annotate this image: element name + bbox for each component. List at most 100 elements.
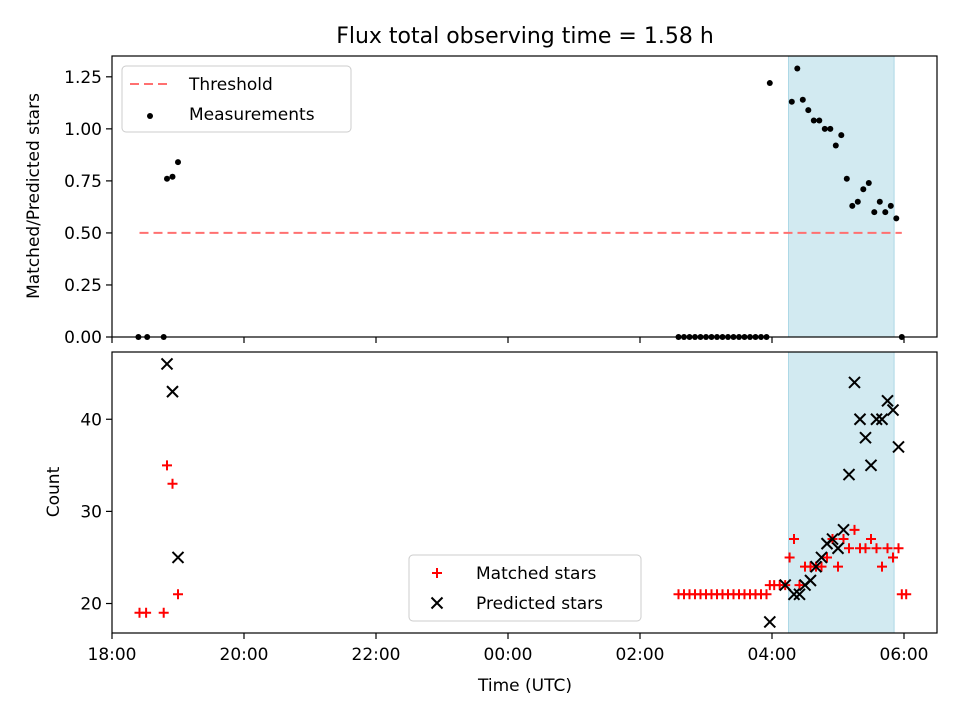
data-point [875, 413, 889, 426]
data-point [815, 551, 828, 564]
legend-label: Measurements [189, 105, 315, 125]
data-point [799, 96, 806, 103]
legend-box [121, 65, 352, 133]
axes-frame [111, 351, 938, 634]
data-point [860, 186, 867, 193]
series-predicted-stars [160, 357, 905, 629]
data-point [761, 589, 772, 600]
data-point [160, 357, 174, 371]
legend-label: Threshold [188, 75, 273, 95]
legend-handle [432, 568, 442, 578]
data-point [881, 394, 894, 408]
x-tick-label: 06:00 [880, 645, 929, 665]
y-tick-label: 0.25 [64, 276, 102, 296]
data-point [865, 179, 872, 186]
top-panel: 0.00 0.25 0.50 0.75 1.00 1.25 Threshold Measure… [64, 55, 938, 348]
x-tick-label: 18:00 [88, 645, 137, 665]
data-point [787, 588, 801, 601]
data-point [175, 159, 181, 166]
data-point [842, 468, 856, 481]
y-tick-label: 20 [80, 595, 102, 615]
data-point [784, 552, 795, 563]
x-tick-label: 20:00 [220, 645, 269, 665]
data-point [838, 534, 849, 545]
data-point [805, 107, 812, 114]
legend-label: Matched stars [476, 564, 596, 584]
data-point [788, 98, 795, 105]
data-point [887, 202, 894, 209]
data-point [843, 175, 850, 182]
data-point [794, 65, 801, 72]
data-point [822, 552, 832, 563]
data-point [164, 175, 170, 182]
y-tick-label: 0.00 [64, 328, 102, 348]
data-point [866, 534, 876, 545]
data-point [882, 543, 893, 554]
x-tick-label: 22:00 [352, 645, 401, 665]
data-point [833, 561, 843, 572]
data-point [809, 560, 823, 573]
axes-frame [111, 55, 938, 338]
data-point [838, 132, 845, 139]
data-point [804, 574, 817, 587]
legend-handle [147, 113, 153, 119]
x-tick-label: 04:00 [748, 645, 797, 665]
data-point [893, 543, 904, 554]
data-point [810, 117, 817, 124]
data-point [893, 215, 900, 222]
bottom-panel: 20 30 40 18:00 20:00 22:00 00:00 02:00 04:00 06:0… [80, 351, 938, 665]
data-point [892, 440, 905, 454]
y-axis-label-bottom: Count [44, 466, 64, 517]
data-point [167, 478, 178, 489]
x-tick-label: 00:00 [484, 645, 533, 665]
data-point [816, 561, 827, 572]
data-point [876, 198, 883, 205]
data-point [886, 403, 900, 417]
data-point [871, 543, 882, 554]
legend-handle [430, 596, 444, 610]
data-point [864, 459, 878, 472]
data-point [831, 542, 845, 555]
data-point [860, 543, 871, 554]
data-point [794, 580, 805, 591]
data-point [870, 413, 883, 426]
series-matched-stars [134, 460, 912, 618]
data-point [763, 615, 777, 629]
data-point [171, 551, 185, 564]
y-axis-label-top: Matched/Predicted stars [24, 93, 44, 299]
x-tick-label: 02:00 [616, 645, 665, 665]
data-point [158, 607, 169, 618]
figure-title: Flux total observing time = 1.58 h [336, 24, 714, 49]
highlight-span [788, 55, 895, 338]
data-point [821, 125, 828, 132]
y-tick-label: 40 [80, 410, 102, 430]
legend-box [408, 554, 642, 622]
y-tick-label: 1.25 [64, 68, 102, 88]
data-point [766, 80, 773, 87]
y-tick-label: 0.50 [64, 224, 102, 244]
data-point [901, 589, 912, 600]
y-tick-label: 0.75 [64, 172, 102, 192]
data-point [173, 589, 183, 600]
data-point [837, 523, 850, 537]
data-point [162, 460, 172, 471]
data-point [854, 198, 861, 205]
data-point [816, 117, 823, 124]
data-point [844, 543, 854, 554]
y-tick-label: 1.00 [64, 120, 102, 140]
data-point [882, 209, 889, 216]
data-point [859, 431, 872, 444]
data-point [832, 142, 839, 149]
data-point [141, 607, 152, 618]
data-point [888, 552, 898, 563]
data-point [853, 413, 867, 426]
data-point [871, 209, 878, 216]
x-axis-label: Time (UTC) [477, 676, 572, 696]
data-point [848, 376, 861, 389]
data-point [826, 532, 839, 546]
legend-label: Predicted stars [476, 594, 603, 614]
data-point [849, 524, 860, 535]
data-point [849, 202, 856, 209]
data-point [877, 561, 887, 572]
